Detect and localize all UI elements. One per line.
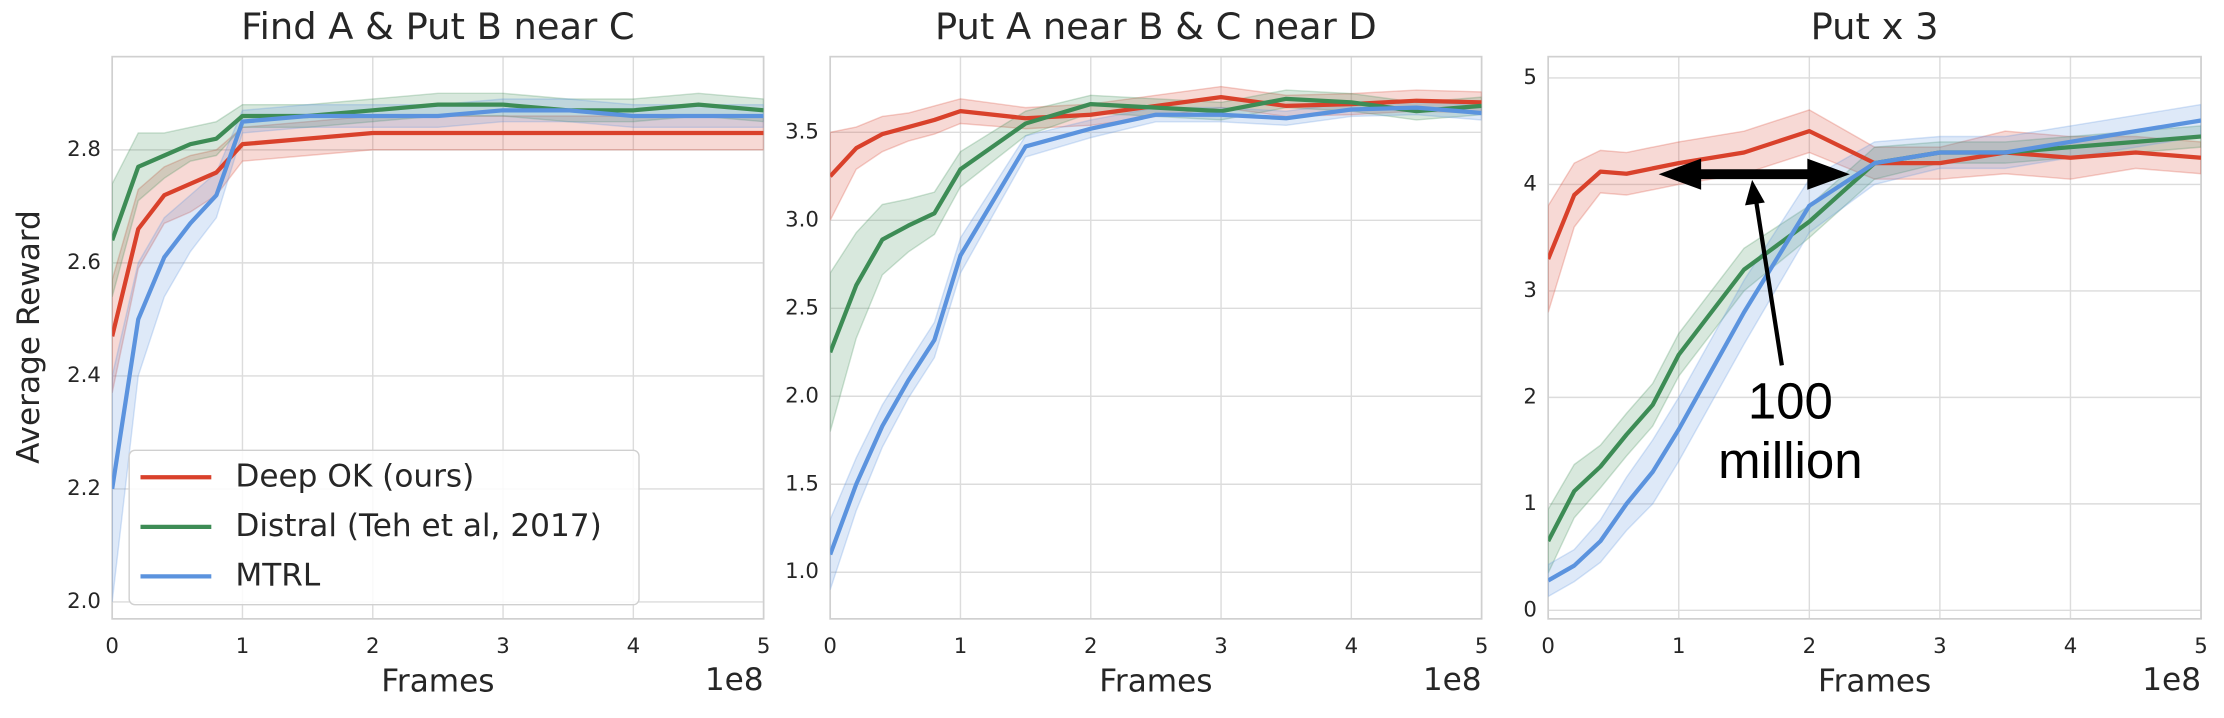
y-tick-label: 1.0 — [785, 559, 819, 584]
x-tick-label: 0 — [823, 634, 837, 659]
error-band — [1548, 109, 2202, 313]
series-line — [1548, 134, 2202, 543]
x-tick-label: 5 — [2194, 634, 2208, 659]
y-tick-label: 2.6 — [67, 250, 101, 275]
series-line — [830, 95, 1482, 178]
y-tick-label: 2.4 — [67, 363, 101, 388]
annotation: 100 million — [1658, 158, 1863, 489]
chart-title: Find A & Put B near C — [241, 5, 634, 48]
legend-box — [128, 449, 640, 606]
x-tick-label: 1 — [954, 634, 968, 659]
series-line — [112, 102, 764, 242]
arrow-head — [1745, 179, 1765, 206]
x-tick-label: 3 — [496, 634, 510, 659]
plot-area — [1548, 103, 2202, 598]
x-offset-label: 1e8 — [2142, 662, 2201, 698]
series-line — [830, 96, 1482, 354]
y-tick-label: 2.2 — [67, 476, 101, 501]
annotation-text: million — [1718, 432, 1862, 489]
x-tick-label: 2 — [1084, 634, 1098, 659]
x-tick-label: 3 — [1214, 634, 1228, 659]
plot-frame — [1547, 55, 2202, 620]
x-offset-label: 1e8 — [1423, 662, 1482, 698]
y-tick-label: 0 — [1523, 597, 1537, 622]
legend-label: MTRL — [235, 557, 321, 593]
legend-label: Deep OK (ours) — [235, 458, 474, 494]
series-line — [112, 130, 764, 337]
error-band — [1548, 125, 2202, 574]
y-tick-label: 2.0 — [785, 383, 819, 408]
x-tick-label: 3 — [1933, 634, 1947, 659]
error-band — [830, 85, 1482, 221]
plot-area — [112, 92, 764, 602]
series-line — [1548, 129, 2202, 260]
arrow-head — [1807, 158, 1850, 190]
x-offset-label: 1e8 — [705, 662, 764, 698]
error-band — [112, 98, 764, 602]
y-tick-label: 2.5 — [785, 295, 819, 320]
legend-label: Distral (Teh et al, 2017) — [235, 508, 601, 544]
series-line — [830, 105, 1482, 556]
x-tick-label: 0 — [105, 634, 119, 659]
plot-frame — [111, 55, 765, 620]
panel: 0 1 2 3 4 5 2.0 2.2 2.4 2.6 2.8 Find A & Put B near… — [67, 5, 770, 700]
error-band — [830, 99, 1482, 591]
x-axis-label: Frames — [1818, 664, 1931, 700]
plot-area — [830, 85, 1482, 591]
x-tick-label: 5 — [1475, 634, 1489, 659]
panel: 0 1 2 3 4 5 0 1 2 3 4 5 Put x 3 Frames 1e8 — [1523, 5, 2207, 700]
x-axis-label: Frames — [381, 664, 494, 700]
pointer-arrow-shaft — [1754, 202, 1784, 366]
y-tick-label: 2.8 — [67, 137, 101, 162]
y-tick-label: 2.0 — [67, 589, 101, 614]
y-tick-label: 1.5 — [785, 471, 819, 496]
error-band — [112, 92, 764, 298]
x-tick-label: 1 — [236, 634, 250, 659]
y-tick-label: 4 — [1523, 171, 1537, 196]
error-band — [1548, 103, 2202, 598]
series-line — [112, 108, 764, 490]
y-tick-label: 1 — [1523, 491, 1537, 516]
series-line — [1548, 118, 2202, 583]
x-tick-label: 4 — [627, 634, 641, 659]
chart-title: Put A near B & C near D — [935, 5, 1377, 48]
x-tick-label: 2 — [366, 634, 380, 659]
y-tick-label: 3.5 — [785, 119, 819, 144]
x-tick-label: 4 — [1345, 634, 1359, 659]
x-tick-label: 5 — [757, 634, 771, 659]
error-band — [112, 115, 764, 393]
panel: 0 1 2 3 4 5 1.0 1.5 2.0 2.5 3.0 3.5 Put A near B & C… — [785, 5, 1488, 700]
error-band — [830, 89, 1482, 432]
x-tick-label: 2 — [1803, 634, 1817, 659]
y-axis-label: Average Reward — [11, 210, 47, 464]
legend: Deep OK (ours) Distral (Teh et al, 2017) M… — [128, 449, 640, 606]
y-tick-label: 5 — [1523, 65, 1537, 90]
y-tick-label: 3.0 — [785, 207, 819, 232]
x-tick-label: 0 — [1541, 634, 1555, 659]
y-tick-label: 2 — [1523, 384, 1537, 409]
x-tick-label: 1 — [1672, 634, 1686, 659]
chart-title: Put x 3 — [1811, 5, 1939, 48]
x-tick-label: 4 — [2064, 634, 2078, 659]
y-tick-label: 3 — [1523, 278, 1537, 303]
plot-frame — [829, 55, 1483, 620]
arrow-head — [1658, 158, 1702, 190]
panels: 0 1 2 3 4 5 2.0 2.2 2.4 2.6 2.8 Find A & Put B near… — [67, 5, 2208, 700]
x-axis-label: Frames — [1099, 664, 1212, 700]
annotation-text: 100 — [1748, 372, 1833, 429]
